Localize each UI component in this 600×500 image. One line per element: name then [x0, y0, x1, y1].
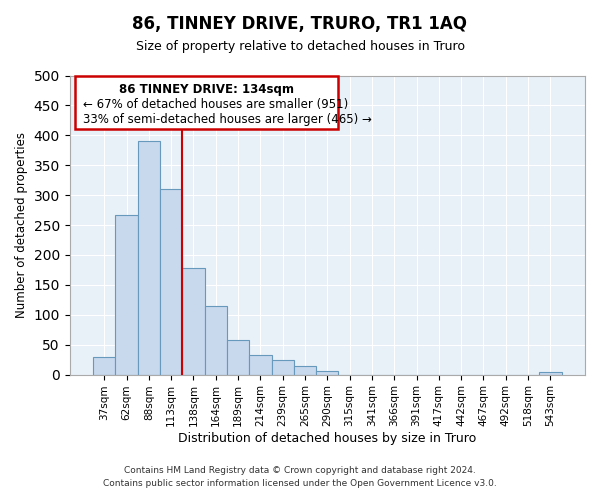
X-axis label: Distribution of detached houses by size in Truro: Distribution of detached houses by size …: [178, 432, 476, 445]
Bar: [294, 366, 316, 374]
Bar: [182, 268, 205, 374]
Text: Size of property relative to detached houses in Truro: Size of property relative to detached ho…: [136, 40, 464, 53]
Bar: [205, 306, 227, 374]
Y-axis label: Number of detached properties: Number of detached properties: [15, 132, 28, 318]
FancyBboxPatch shape: [75, 76, 338, 130]
Text: 86, TINNEY DRIVE, TRURO, TR1 1AQ: 86, TINNEY DRIVE, TRURO, TR1 1AQ: [133, 15, 467, 33]
Text: Contains HM Land Registry data © Crown copyright and database right 2024.
Contai: Contains HM Land Registry data © Crown c…: [103, 466, 497, 487]
Bar: [316, 371, 338, 374]
Bar: [160, 188, 182, 374]
Bar: [272, 360, 294, 374]
Bar: [93, 356, 115, 374]
Bar: [539, 372, 562, 374]
Text: 33% of semi-detached houses are larger (465) →: 33% of semi-detached houses are larger (…: [83, 113, 371, 126]
Bar: [227, 340, 249, 374]
Text: 86 TINNEY DRIVE: 134sqm: 86 TINNEY DRIVE: 134sqm: [119, 83, 294, 96]
Bar: [137, 142, 160, 374]
Text: ← 67% of detached houses are smaller (951): ← 67% of detached houses are smaller (95…: [83, 98, 348, 111]
Bar: [115, 215, 137, 374]
Bar: [249, 356, 272, 374]
